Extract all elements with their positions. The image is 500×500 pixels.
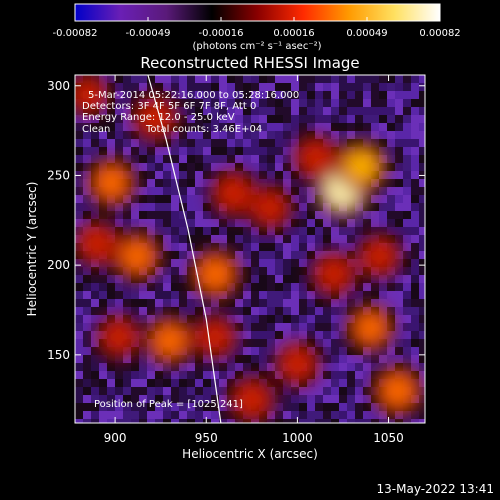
chart-title: Reconstructed RHESSI Image [140, 54, 359, 72]
annotation-detectors: Detectors: 3F 4F 5F 6F 7F 8F, Att 0 [82, 101, 256, 112]
colorbar-tick-label: -0.00049 [126, 28, 171, 39]
heatmap-hotspot-core [237, 385, 266, 414]
x-tick-label: 1000 [282, 431, 313, 445]
x-tick-label: 950 [195, 431, 218, 445]
y-tick-label: 250 [47, 168, 70, 182]
annotation-peak: Position of Peak = [1025,241] [94, 399, 243, 410]
heatmap-hotspot-core [199, 258, 231, 290]
heatmap-hotspot-core [257, 194, 284, 221]
y-tick-label: 200 [47, 258, 70, 272]
heatmap-hotspot-core [345, 150, 378, 183]
footer-date: 13-May-2022 13:41 [377, 482, 494, 496]
x-tick-label: 1050 [373, 431, 404, 445]
y-tick-label: 150 [47, 348, 70, 362]
x-tick-label: 900 [104, 431, 127, 445]
heatmap-hotspot-core [83, 230, 111, 258]
x-axis-label: Heliocentric X (arcsec) [182, 447, 318, 461]
heatmap-hotspot-core [105, 323, 132, 350]
heatmap-hotspot-core [121, 241, 152, 272]
heatmap-hotspot-core [283, 350, 311, 378]
colorbar-gradient [74, 3, 441, 22]
colorbar-tick-label: 0.00049 [346, 28, 387, 39]
heatmap-hotspot-core [202, 323, 229, 350]
colorbar-tick-label: -0.00082 [53, 28, 98, 39]
y-axis-label: Heliocentric Y (arcsec) [25, 182, 39, 317]
colorbar-units: (photons cm⁻² s⁻¹ asec⁻²) [192, 41, 321, 52]
heatmap-plot [75, 75, 425, 423]
y-tick-label: 300 [47, 79, 70, 93]
heatmap-hotspot-core [355, 313, 385, 343]
colorbar: -0.00082 -0.00049 -0.00016 0.00016 0.00049 0.… [53, 3, 461, 52]
colorbar-tick-label: 0.00082 [419, 28, 460, 39]
heatmap-hotspot-core [382, 375, 414, 407]
annotation-energy: Energy Range: 12.0 - 25.0 keV [82, 112, 235, 123]
colorbar-tick-label: 0.00016 [273, 28, 314, 39]
annotation-total-counts: Total counts: 3.46E+04 [145, 124, 262, 135]
heatmap-hotspot-core [154, 325, 185, 356]
heatmap-hotspot-core [302, 144, 330, 172]
heatmap-hotspot-core [320, 260, 348, 288]
plot-frame [74, 74, 426, 424]
heatmap-hotspot-core [219, 179, 248, 208]
annotation-time-range: 5-Mar-2014 05:22:16.000 to 05:28:16.000 [88, 90, 299, 101]
annotation-method: Clean [82, 124, 110, 135]
heatmap-hotspot-core [366, 243, 393, 270]
heatmap-hotspot-core [75, 82, 101, 108]
heatmap-hotspot-core [96, 167, 127, 198]
colorbar-tick-label: -0.00016 [199, 28, 244, 39]
solar-limb-line [147, 75, 222, 423]
